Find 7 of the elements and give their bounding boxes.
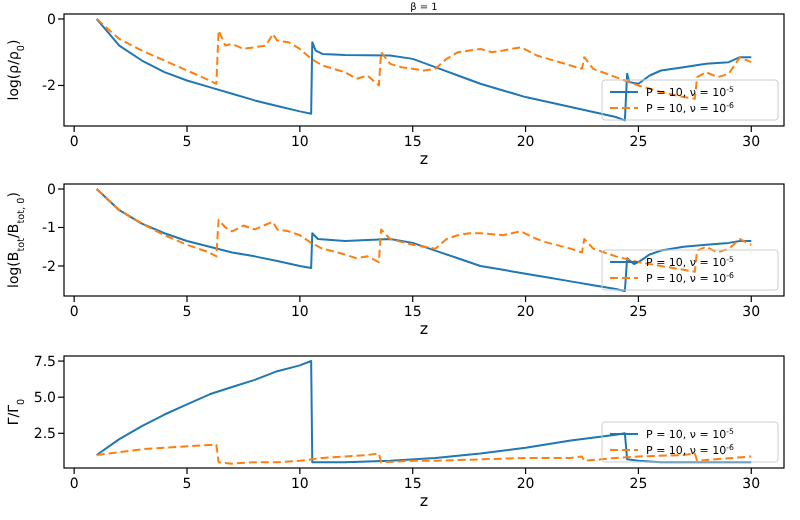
x-axis-title: z [419, 150, 429, 168]
line-series [95, 188, 753, 273]
x-axis-title: z [419, 320, 429, 338]
line-series [95, 17, 753, 100]
line-series [95, 17, 753, 122]
line-series [95, 443, 753, 465]
x-axis-title: z [419, 492, 429, 510]
